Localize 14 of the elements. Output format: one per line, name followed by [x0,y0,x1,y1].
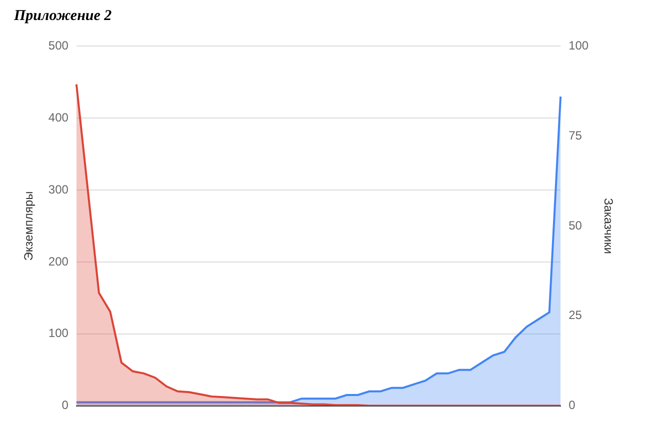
y-tick-label: 500 [48,38,69,53]
y-tick-label: 100 [48,326,69,340]
y2-tick-label: 75 [568,128,582,142]
y2-tick-label: 50 [568,218,582,232]
y-tick-label: 300 [48,182,69,196]
y-axis-title: Экземпляры [22,191,36,261]
y2-tick-label: 25 [568,308,582,322]
y-tick-label: 400 [48,110,69,124]
y-tick-label: 200 [48,254,69,268]
chart-title: Приложение 2 [14,8,113,25]
y2-tick-label: 0 [568,398,576,412]
y2-axis-title: Заказчики [601,198,616,254]
y2-tick-label: 100 [568,38,589,53]
y-tick-label: 0 [62,398,69,412]
